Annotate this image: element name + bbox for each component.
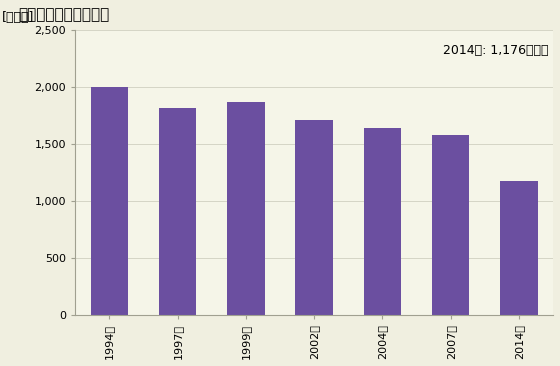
Text: 商業の事業所数の推移: 商業の事業所数の推移 — [18, 7, 109, 22]
Bar — [91, 87, 128, 315]
Bar — [159, 108, 197, 315]
Y-axis label: [事業所]: [事業所] — [2, 11, 34, 25]
Bar — [432, 135, 469, 315]
Text: 2014年: 1,176事業所: 2014年: 1,176事業所 — [443, 44, 548, 57]
Bar — [500, 181, 538, 315]
Bar — [227, 102, 265, 315]
Bar — [363, 128, 401, 315]
Bar — [295, 120, 333, 315]
